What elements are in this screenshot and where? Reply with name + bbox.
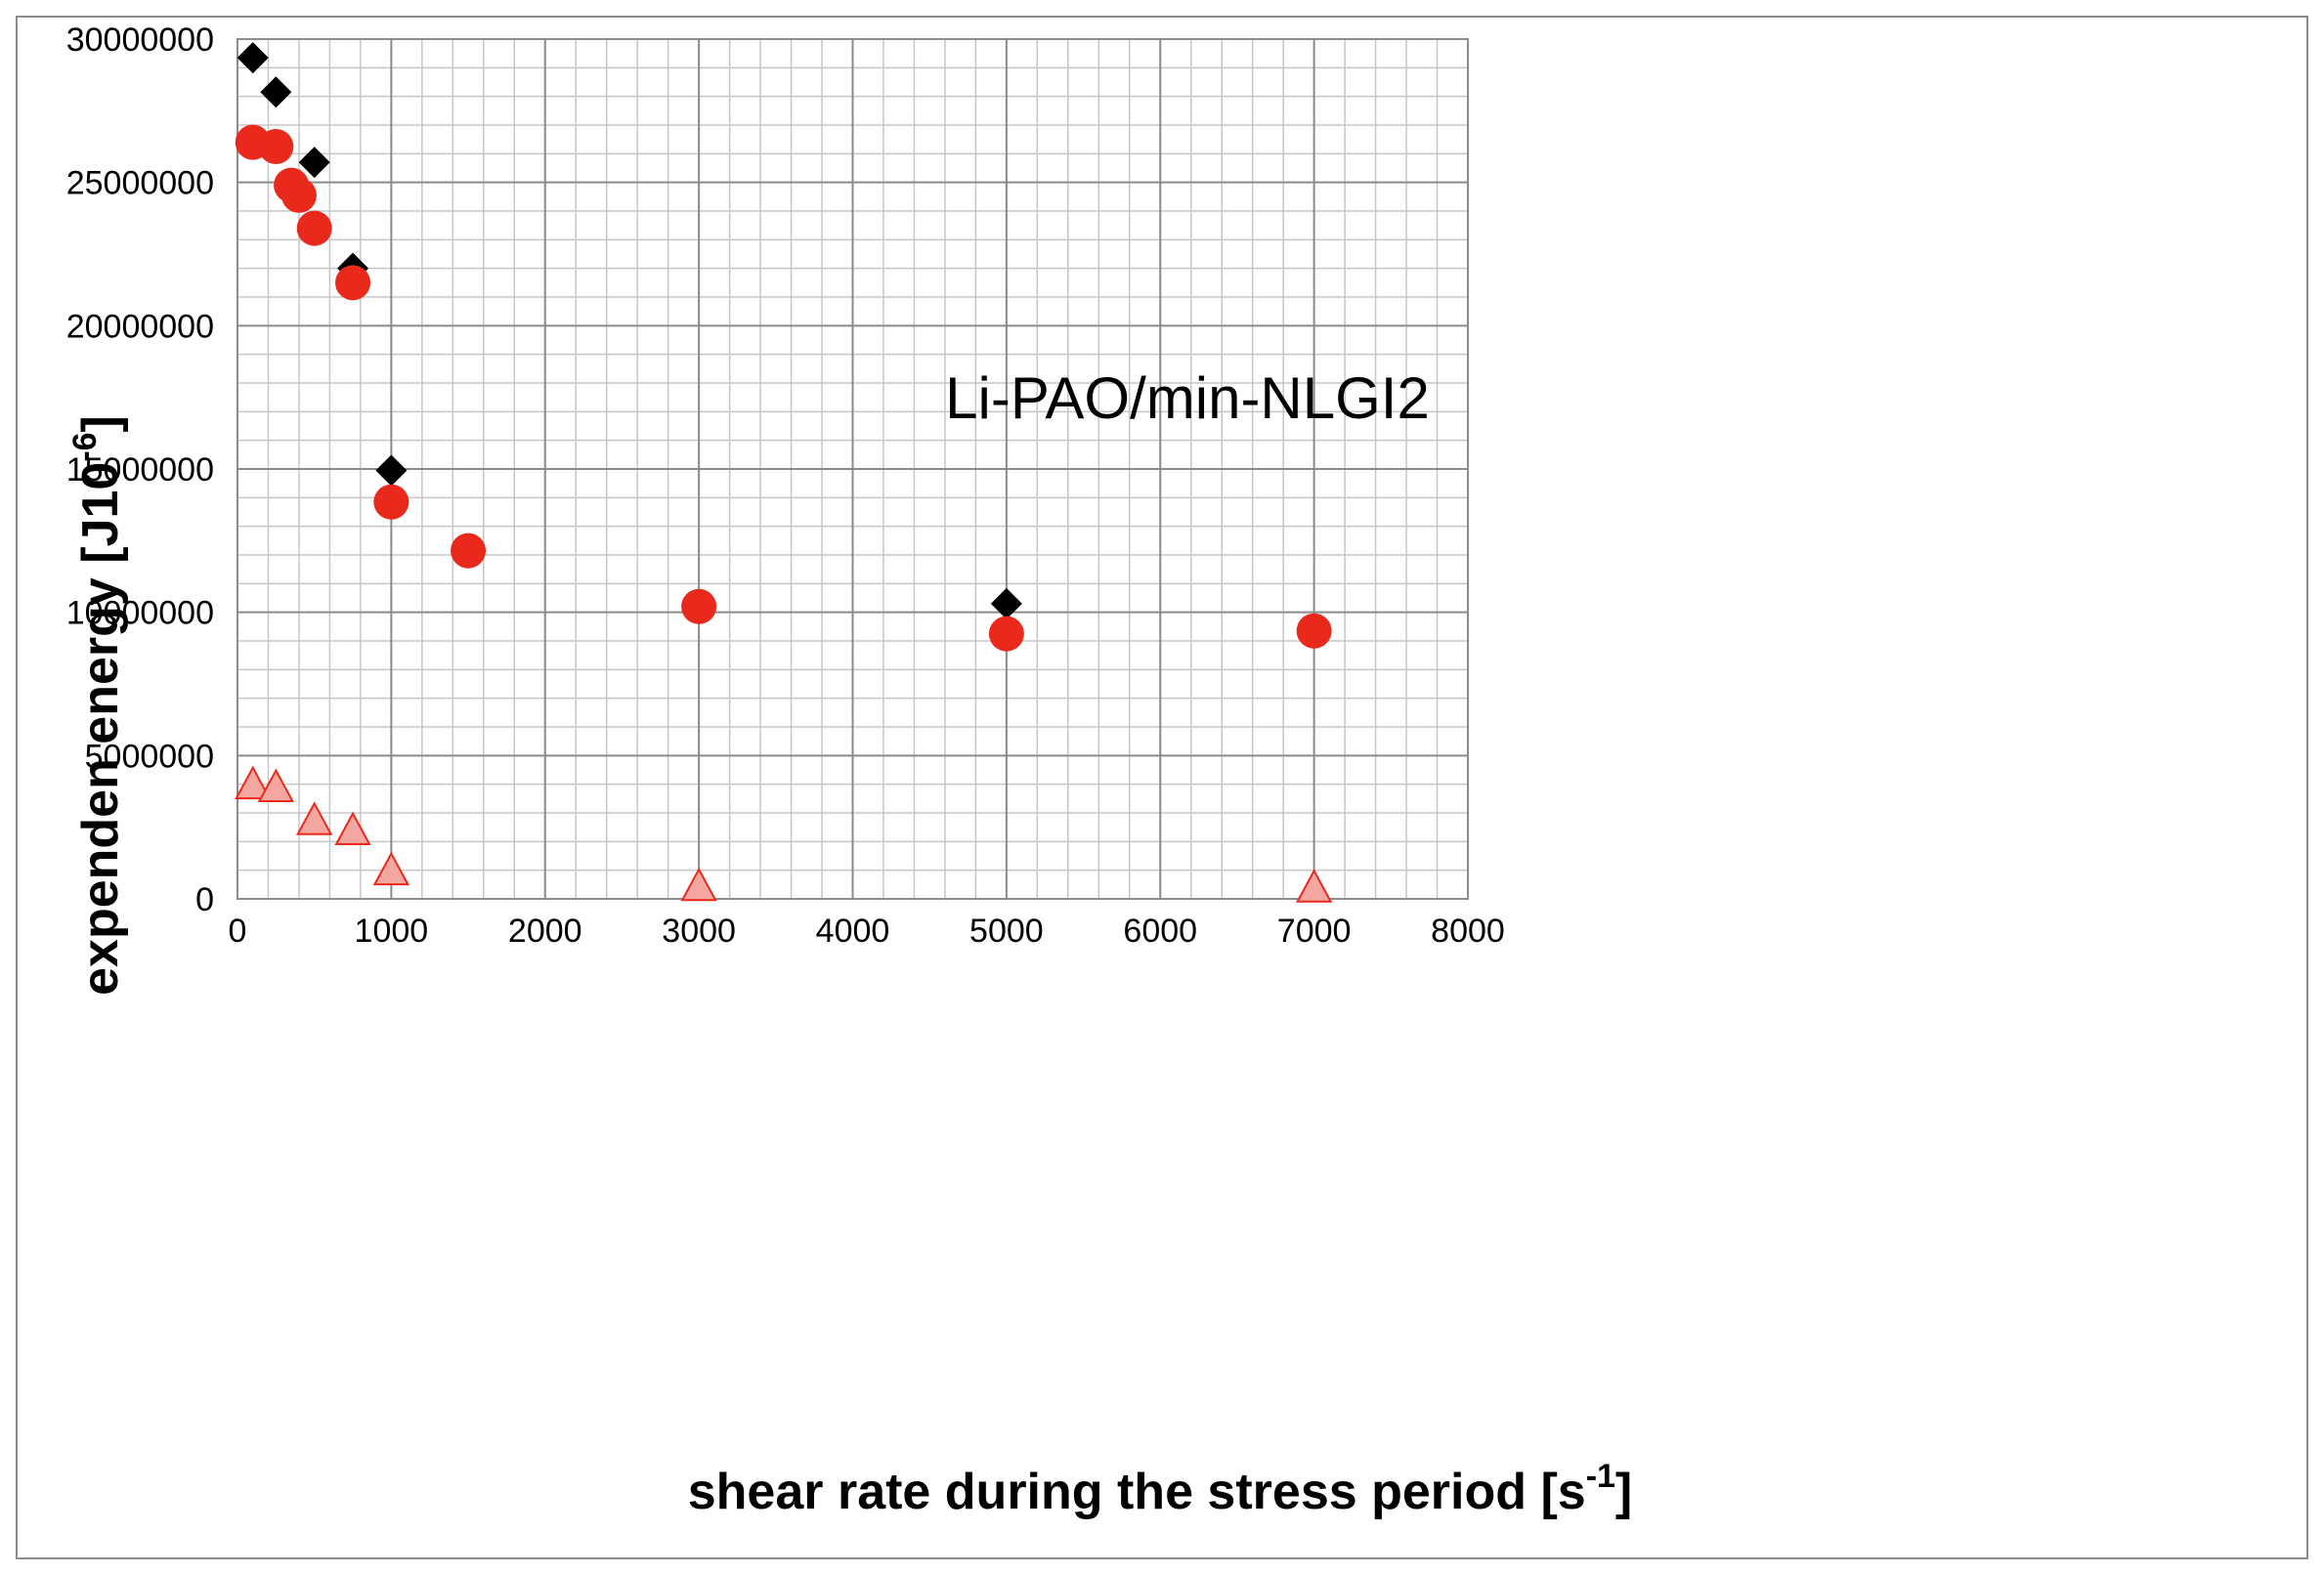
red-circle-point <box>280 177 317 213</box>
pink-triangle-point <box>680 867 717 902</box>
red-circle-point <box>296 210 332 246</box>
black-diamond-point <box>375 454 408 487</box>
black-diamond-point <box>237 42 269 74</box>
pink-triangle-point <box>1295 869 1333 903</box>
black-diamond-point <box>260 76 292 108</box>
y-tick-label: 15000000 <box>66 451 214 489</box>
x-axis-title-close: ] <box>1615 1464 1632 1520</box>
x-tick-label: 0 <box>229 913 247 950</box>
y-axis-title: expenden energy [J10-6] <box>66 415 129 996</box>
y-tick-label: 10000000 <box>66 595 214 632</box>
x-tick-label: 6000 <box>1123 913 1197 950</box>
x-axis-title: shear rate during the stress period [s-1… <box>688 1458 1633 1520</box>
black-diamond-point <box>298 147 330 179</box>
y-tick-labels: 0 5000000 10000000 15000000 20000000 25000000… <box>66 21 214 918</box>
x-tick-label: 8000 <box>1431 913 1505 950</box>
x-tick-label: 2000 <box>508 913 582 950</box>
pink-triangle-point <box>334 811 371 846</box>
x-axis-title-text: shear rate during the stress period [s <box>688 1464 1586 1520</box>
pink-triangle-point <box>257 768 295 803</box>
chart-frame <box>16 16 2308 1559</box>
pink-triangle-point <box>296 801 333 835</box>
y-tick-label: 25000000 <box>66 165 214 202</box>
chart-annotation: Li-PAO/min-NLGI2 <box>945 365 1430 431</box>
y-tick-label: 20000000 <box>66 308 214 345</box>
pink-triangle-point <box>372 851 410 886</box>
y-axis-title-superscript: -6 <box>66 432 104 461</box>
x-axis-title-superscript: -1 <box>1586 1458 1615 1495</box>
data-points <box>235 42 1333 903</box>
y-tick-label: 5000000 <box>85 738 214 775</box>
plot-area-border <box>237 38 1469 900</box>
red-circle-point <box>988 616 1024 652</box>
y-axis-title-close: ] <box>72 415 129 432</box>
red-circle-point <box>451 532 487 569</box>
red-circle-point <box>373 484 409 520</box>
y-tick-label: 0 <box>195 881 214 918</box>
pink-triangle-point <box>235 765 272 800</box>
black-diamond-point <box>990 587 1022 619</box>
red-circle-point <box>258 129 294 164</box>
x-tick-label: 4000 <box>816 913 890 950</box>
y-axis-title-text: expenden energy [J10 <box>72 462 129 996</box>
x-tick-label: 5000 <box>969 913 1044 950</box>
x-tick-label: 7000 <box>1277 913 1352 950</box>
x-tick-label: 3000 <box>662 913 736 950</box>
y-tick-label: 30000000 <box>66 21 214 59</box>
x-tick-labels: 0 1000 2000 3000 4000 5000 6000 7000 8000 <box>229 913 1505 950</box>
red-circle-point <box>335 265 371 301</box>
red-circle-point <box>1296 613 1332 649</box>
x-tick-label: 1000 <box>355 913 429 950</box>
red-circle-point <box>681 588 717 624</box>
